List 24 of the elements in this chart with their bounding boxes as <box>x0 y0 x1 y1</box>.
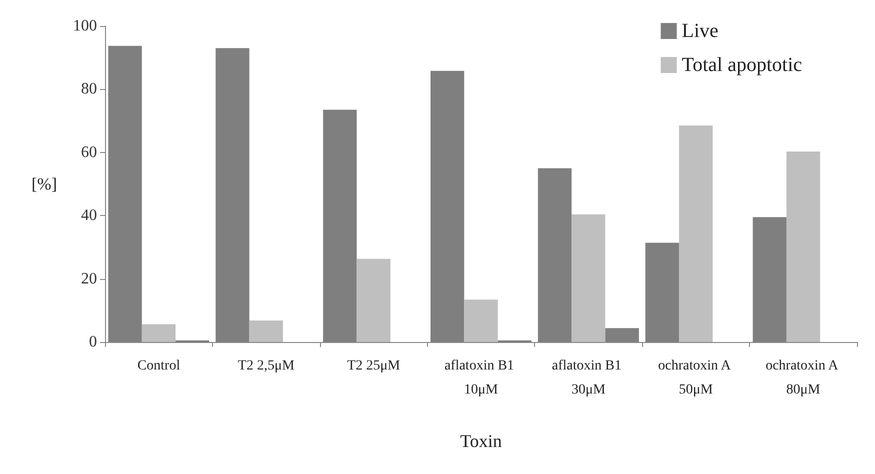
x-tick-label: T2 25μM <box>347 358 401 374</box>
y-axis-title: [%] <box>32 174 57 194</box>
y-tick-label: 100 <box>73 18 97 34</box>
x-axis-title: Toxin <box>460 431 502 451</box>
bar <box>572 214 606 342</box>
bar <box>679 126 713 342</box>
y-tick-label: 60 <box>81 144 97 161</box>
x-tick-label: ochratoxin A 50μM <box>658 358 734 398</box>
x-tick-label: T2 2,5μM <box>238 358 295 374</box>
x-tick-label: aflatoxin B1 10μM <box>444 358 518 398</box>
legend-label: Total apoptotic <box>682 54 802 76</box>
bar <box>249 320 283 342</box>
x-tick-label: Control <box>137 358 180 374</box>
bar <box>142 324 176 342</box>
x-tick-label: aflatoxin B1 30μM <box>552 358 625 398</box>
bar <box>786 151 820 342</box>
bar <box>464 300 498 342</box>
legend-label: Live <box>682 20 719 42</box>
x-tick-label: ochratoxin A 80μM <box>766 358 842 398</box>
bar <box>356 258 390 342</box>
y-tick-label: 80 <box>81 80 97 98</box>
y-tick-label: 20 <box>81 270 97 288</box>
y-tick-label: 40 <box>81 207 97 224</box>
y-tick-label: 0 <box>89 334 97 350</box>
